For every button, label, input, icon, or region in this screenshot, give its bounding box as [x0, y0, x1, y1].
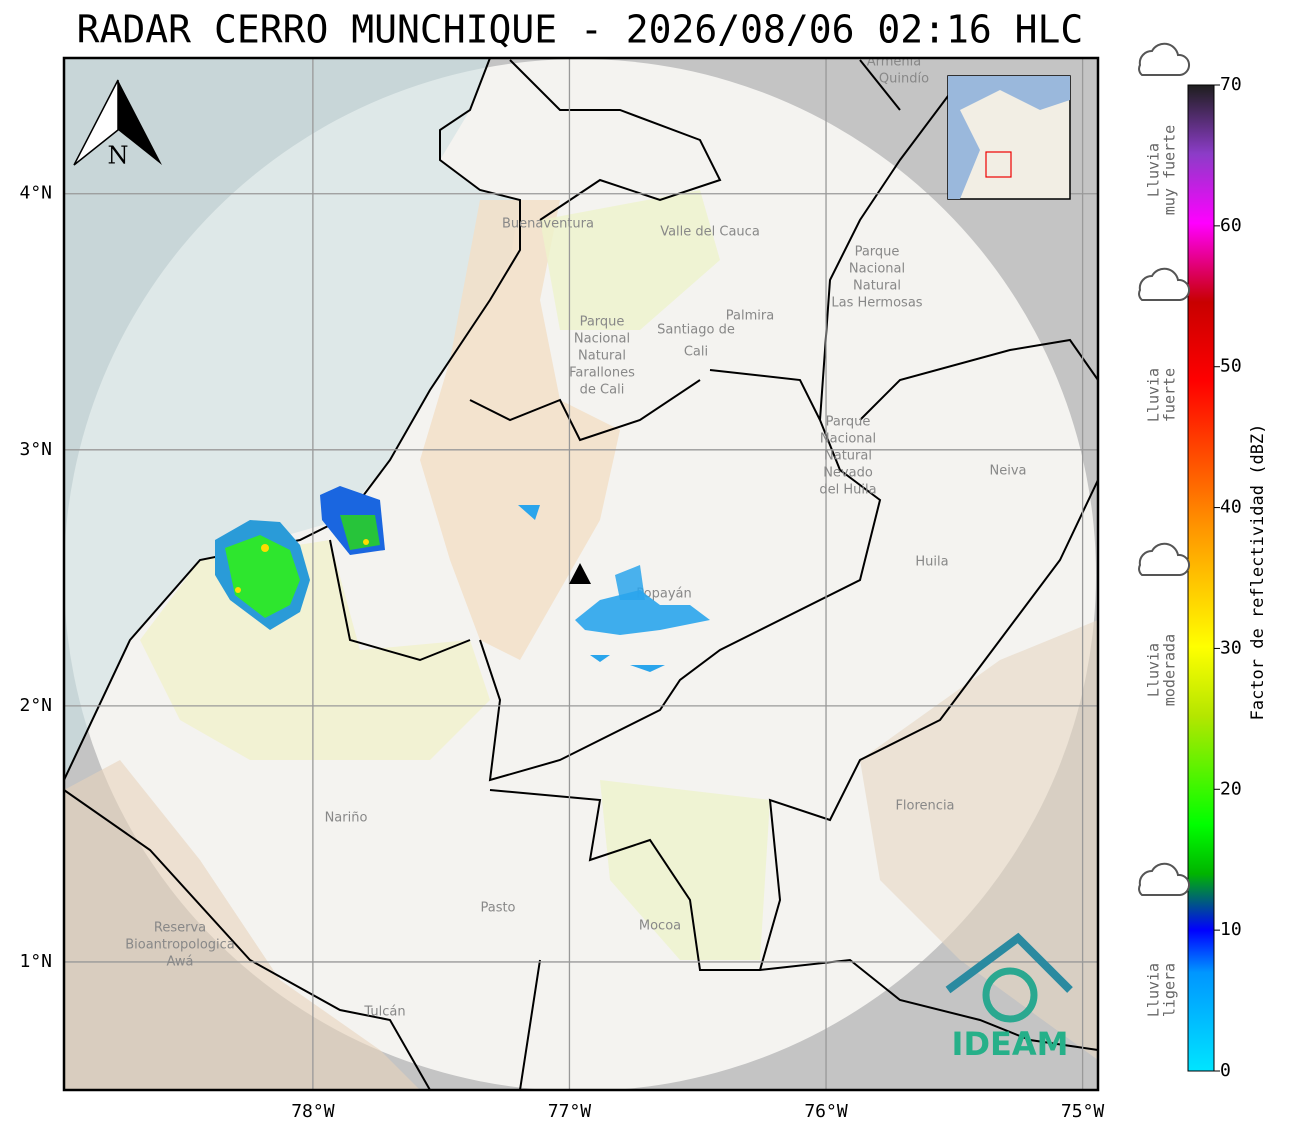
place-label: Nacional — [820, 432, 876, 447]
legend-label: Lluvia — [1145, 643, 1163, 697]
colorbar-tick-label: 40 — [1220, 497, 1242, 518]
place-label: Las Hermosas — [831, 296, 922, 311]
colorbar-tick-label: 60 — [1220, 215, 1242, 236]
place-label: Quindío — [879, 72, 929, 87]
y-tick-label: 1°N — [19, 951, 52, 972]
x-tick-label: 75°W — [1061, 1101, 1105, 1122]
logo: IDEAM — [945, 932, 1073, 1063]
y-tick-label: 4°N — [19, 183, 52, 204]
place-label: Tulcán — [363, 1005, 405, 1020]
legend-label: muy fuerte — [1161, 125, 1179, 215]
legend-label: Lluvia — [1145, 368, 1163, 422]
place-label: Natural — [578, 349, 626, 364]
place-label: Nacional — [849, 262, 905, 277]
colorbar-tick-label: 70 — [1220, 74, 1242, 95]
place-label: Parque — [855, 245, 900, 260]
place-label: Buenaventura — [502, 217, 594, 232]
place-label: Reserva — [154, 921, 206, 936]
title: RADAR CERRO MUNCHIQUE - 2026/08/06 02:16… — [77, 8, 1084, 52]
colorbar-tick-label: 50 — [1220, 356, 1242, 377]
sea-in-range — [64, 58, 520, 780]
place-label: Valle del Cauca — [660, 225, 760, 240]
x-tick-label: 76°W — [804, 1101, 848, 1122]
inset — [947, 75, 1071, 200]
rain-icon — [1138, 542, 1190, 576]
colorbar-tick-label: 10 — [1220, 919, 1242, 940]
place-label: Awá — [167, 955, 194, 970]
legend-label: Lluvia — [1145, 963, 1163, 1017]
place-label: Mocoa — [639, 919, 681, 934]
place-label: Farallones — [569, 366, 635, 381]
place-label: Parque — [826, 415, 871, 430]
place-label: Natural — [824, 449, 872, 464]
radar-echoes — [215, 486, 710, 672]
place-label: Parque — [580, 315, 625, 330]
place-labels: Buenaventura Valle del Cauca Santiago de Ca… — [125, 55, 1027, 1020]
legend-label: moderada — [1161, 634, 1179, 706]
place-label: del Huila — [819, 483, 876, 498]
radar-site — [569, 563, 591, 584]
colorbar-tick-label: 30 — [1220, 637, 1242, 658]
region-shade — [64, 760, 420, 1090]
north-arrow: N — [73, 79, 162, 170]
place-label: Santiago de — [657, 323, 735, 338]
legend-label: fuerte — [1161, 368, 1179, 422]
place-label: Nariño — [325, 811, 368, 826]
y-tick-label: 2°N — [19, 695, 52, 716]
place-label: Palmira — [726, 309, 774, 324]
map: Buenaventura Valle del Cauca Santiago de Ca… — [64, 55, 1098, 1090]
logo-text: IDEAM — [952, 1025, 1069, 1063]
grid — [64, 58, 1098, 1090]
colorbar — [1187, 84, 1215, 1072]
colorbar-label: Factor de reflectividad (dBZ) — [1248, 424, 1268, 721]
x-tick-label: 77°W — [548, 1101, 592, 1122]
place-label: Nevado — [823, 466, 873, 481]
colorbar-ticks: 0 10 20 30 40 50 60 70 — [1214, 74, 1242, 1081]
place-label: Armenia — [867, 55, 922, 70]
place-label: Huila — [915, 555, 948, 570]
place-label: de Cali — [580, 383, 625, 398]
place-label: Neiva — [990, 464, 1027, 479]
place-label: Nacional — [574, 332, 630, 347]
axes: 78°W 77°W 76°W 75°W 1°N 2°N 3°N 4°N — [19, 183, 1104, 1122]
north-label: N — [108, 142, 129, 170]
place-label: Bioantropologica — [125, 938, 235, 953]
region-shade — [540, 190, 720, 330]
map-frame — [62, 56, 1100, 1092]
legend-label: ligera — [1161, 963, 1179, 1017]
place-label: Florencia — [895, 799, 954, 814]
rain-icon — [1138, 42, 1190, 76]
colorbar-tick-label: 0 — [1220, 1060, 1231, 1081]
region-shade — [600, 780, 770, 960]
place-label: Pasto — [480, 901, 515, 916]
place-label: Cali — [684, 345, 708, 360]
rain-icon — [1138, 862, 1190, 896]
y-tick-label: 3°N — [19, 439, 52, 460]
rain-icon — [1138, 267, 1190, 301]
place-label: Natural — [853, 279, 901, 294]
legend-label: Lluvia — [1145, 143, 1163, 197]
colorbar-tick-label: 20 — [1220, 778, 1242, 799]
x-tick-label: 78°W — [291, 1101, 335, 1122]
